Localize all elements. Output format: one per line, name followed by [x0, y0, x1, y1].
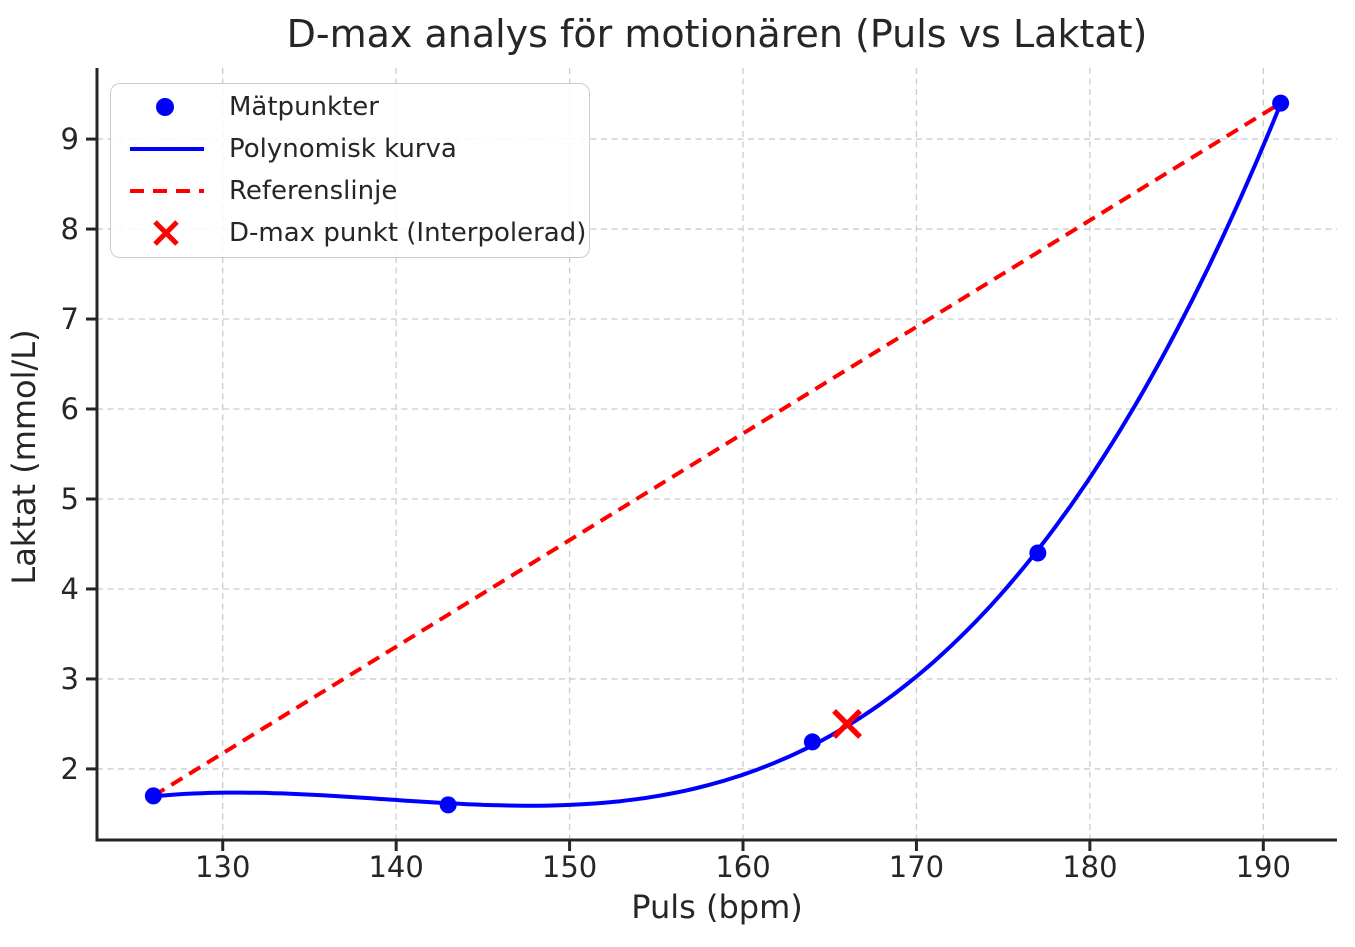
dmax-marker: [832, 708, 863, 739]
x-tick-label: 160: [715, 850, 770, 884]
x-tick-label: 150: [542, 850, 597, 884]
y-tick-label: 7: [61, 302, 79, 336]
legend-item-dmax-point: D-max punkt (Interpolerad): [121, 212, 589, 254]
legend-label: Referenslinje: [229, 176, 398, 206]
data-point: [803, 733, 821, 751]
legend: Mätpunkter Polynomisk kurva Referenslinj…: [110, 83, 590, 258]
y-tick-label: 9: [61, 122, 79, 156]
x-marker-icon: [153, 220, 179, 246]
x-axis-label: Puls (bpm): [631, 888, 803, 926]
y-tick-label: 4: [61, 572, 79, 606]
x-tick-label: 170: [889, 850, 944, 884]
x-tick-label: 180: [1062, 850, 1117, 884]
solid-line-icon: [130, 147, 204, 151]
legend-label: Mätpunkter: [229, 92, 379, 122]
polynomial-curve: [151, 101, 1283, 808]
data-point: [1029, 544, 1047, 562]
y-tick-label: 2: [61, 752, 79, 786]
data-point: [439, 796, 457, 814]
dashed-line-icon: [130, 189, 204, 193]
legend-item-polynomial-curve: Polynomisk kurva: [121, 128, 589, 170]
x-tick-label: 130: [195, 850, 250, 884]
y-tick-label: 8: [61, 212, 79, 246]
dot-marker-icon: [156, 98, 174, 116]
reference-line: [152, 101, 1282, 798]
y-tick-label: 5: [61, 482, 79, 516]
y-tick-label: 3: [61, 662, 79, 696]
x-tick-label: 190: [1236, 850, 1291, 884]
legend-label: D-max punkt (Interpolerad): [229, 218, 587, 248]
legend-item-reference-line: Referenslinje: [121, 170, 589, 212]
legend-label: Polynomisk kurva: [229, 134, 457, 164]
y-axis-label: Laktat (mmol/L): [5, 329, 43, 585]
y-tick-label: 6: [61, 392, 79, 426]
legend-item-measure-points: Mätpunkter: [121, 86, 589, 128]
data-point: [1272, 94, 1290, 112]
x-tick-label: 140: [368, 850, 423, 884]
chart-title: D-max analys för motionären (Puls vs Lak…: [286, 12, 1148, 56]
data-point: [144, 787, 162, 805]
